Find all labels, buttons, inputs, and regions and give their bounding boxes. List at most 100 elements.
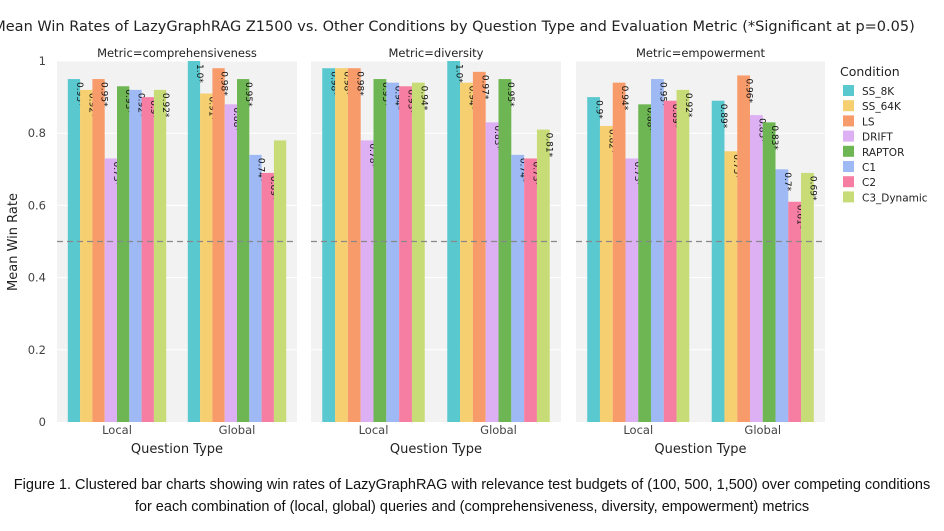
bar-data-label: 0.95*: [380, 82, 390, 107]
legend-swatch-raptor: [843, 145, 854, 157]
bar-raptor: [237, 79, 250, 423]
bar-c2: [663, 100, 677, 423]
bar-raptor: [117, 86, 130, 423]
bar-data-label: 0.96*: [744, 78, 754, 103]
bar-data-label: 0.93*: [406, 89, 416, 114]
legend: Condition SS_8K SS_64K LS DRIFT RAPTOR C1 C2 C3…: [840, 64, 928, 204]
y-tick-label: 0: [39, 415, 46, 429]
bar-data-label: 0.9*: [594, 100, 604, 119]
bar-data-label: 0.94*: [418, 86, 428, 111]
bar-data-label: 0.7*: [782, 172, 792, 191]
x-tick-label: Local: [359, 423, 389, 437]
legend-swatch-ls: [843, 115, 854, 127]
bar-data-label: 0.73*: [111, 161, 121, 186]
legend-swatch-c3-dynamic: [843, 191, 854, 203]
x-tick-label: Local: [102, 423, 132, 437]
legend-label: C1: [862, 162, 876, 174]
bar-data-label: 0.98*: [329, 71, 339, 96]
bar-c2: [141, 97, 154, 422]
legend-label: C2: [862, 177, 876, 189]
x-axis-label: Question Type: [654, 442, 746, 457]
bar-c3-dynamic: [676, 89, 690, 422]
bar-ls: [612, 82, 626, 422]
bar-raptor: [638, 104, 652, 422]
bar-ss-8k: [67, 79, 81, 423]
bar-data-label: 0.81*: [543, 133, 553, 158]
bar-raptor: [498, 79, 512, 423]
bar-ss-64k: [460, 82, 473, 422]
bar-data-label: 0.95*: [99, 82, 109, 107]
clustered-bar-chart: Mean Win Rates of LazyGraphRAG Z1500 vs.…: [0, 19, 928, 457]
legend-label: RAPTOR: [862, 147, 904, 159]
bar-data-label: 1.0*: [454, 64, 464, 83]
bar-ss-64k: [335, 68, 348, 422]
legend-label: LS: [862, 116, 875, 128]
legend-title: Condition: [840, 64, 900, 79]
bar-data-label: 0.95*: [243, 82, 253, 107]
bar-raptor: [373, 79, 387, 423]
bar-data-label: 0.73*: [632, 161, 642, 186]
bar-data-label: 0.95*: [657, 82, 667, 107]
bar-data-label: 0.94*: [393, 86, 403, 111]
bar-data-label: 0.78*: [367, 143, 377, 168]
figure-caption-line-1: Figure 1. Clustered bar charts showing w…: [13, 477, 931, 493]
bar-data-label: 0.98*: [341, 71, 351, 96]
bar-data-label: 0.85*: [756, 118, 766, 143]
bar-data-label: 0.97*: [479, 75, 489, 100]
bar-ls: [737, 75, 750, 422]
bar-c1: [129, 89, 142, 422]
bar-data-label: 0.74*: [255, 158, 265, 183]
bar-drift: [625, 158, 639, 422]
x-axis-label: Question Type: [131, 442, 223, 457]
bar-c1: [511, 154, 525, 423]
bar-drift: [224, 104, 237, 422]
bar-data-label: 0.61*: [795, 205, 805, 230]
bar-c2: [399, 86, 412, 423]
bar-data-label: 0.95*: [505, 82, 515, 107]
x-axis-label: Question Type: [390, 442, 482, 457]
bar-c1: [386, 82, 400, 422]
bar-ls: [472, 71, 486, 422]
legend-swatch-c1: [843, 161, 854, 172]
bar-ss-8k: [322, 68, 336, 422]
legend-swatch-drift: [843, 130, 854, 142]
legend-label: DRIFT: [862, 132, 893, 144]
bar-c2: [261, 172, 274, 422]
legend-label: SS_8K: [862, 86, 895, 98]
figure-caption-line-2: for each combination of (local, global) …: [134, 499, 810, 515]
bar-ls: [347, 68, 361, 422]
y-tick-label: 0.4: [28, 271, 46, 285]
bar-data-label: 0.88*: [645, 107, 655, 132]
panel-title: Metric=comprehensiveness: [97, 46, 257, 60]
bar-data-label: 0.98*: [219, 71, 229, 96]
legend-swatch-ss-64k: [843, 100, 854, 112]
bar-drift: [104, 158, 117, 422]
bar-ss-64k: [80, 89, 93, 422]
bar-data-label: 0.82*: [606, 129, 616, 154]
panel-title: Metric=diversity: [389, 46, 484, 60]
bar-data-label: 1.0*: [194, 64, 204, 83]
bar-data-label: 0.94*: [619, 86, 629, 111]
bar-drift: [360, 140, 374, 423]
legend-swatch-c2: [843, 176, 854, 188]
bar-data-label: 0.92*: [160, 93, 170, 118]
bar-data-label: 0.83*: [492, 125, 502, 150]
x-tick-label: Global: [219, 423, 256, 437]
legend-label: C3_Dynamic: [862, 192, 928, 204]
bar-data-label: 0.74*: [518, 158, 528, 183]
panel-0: Metric=comprehensiveness 0.95* 0.92* 0.95* 0…: [57, 46, 297, 457]
bar-data-label: 0.75*: [731, 154, 741, 179]
bar-ss-8k: [187, 61, 201, 422]
bar-data-label: 0.94*: [466, 86, 476, 111]
panel-title: Metric=empowerment: [636, 46, 766, 60]
bar-c1: [651, 79, 664, 423]
legend-label: SS_64K: [862, 101, 902, 113]
bar-ss-64k: [724, 151, 738, 422]
bar-c2: [788, 201, 802, 422]
bar-data-label: 0.89*: [670, 104, 680, 129]
bar-c3-dynamic: [273, 140, 287, 423]
bar-data-label: 0.73*: [531, 161, 541, 186]
x-tick-label: Global: [744, 423, 781, 437]
bar-drift: [749, 115, 763, 423]
